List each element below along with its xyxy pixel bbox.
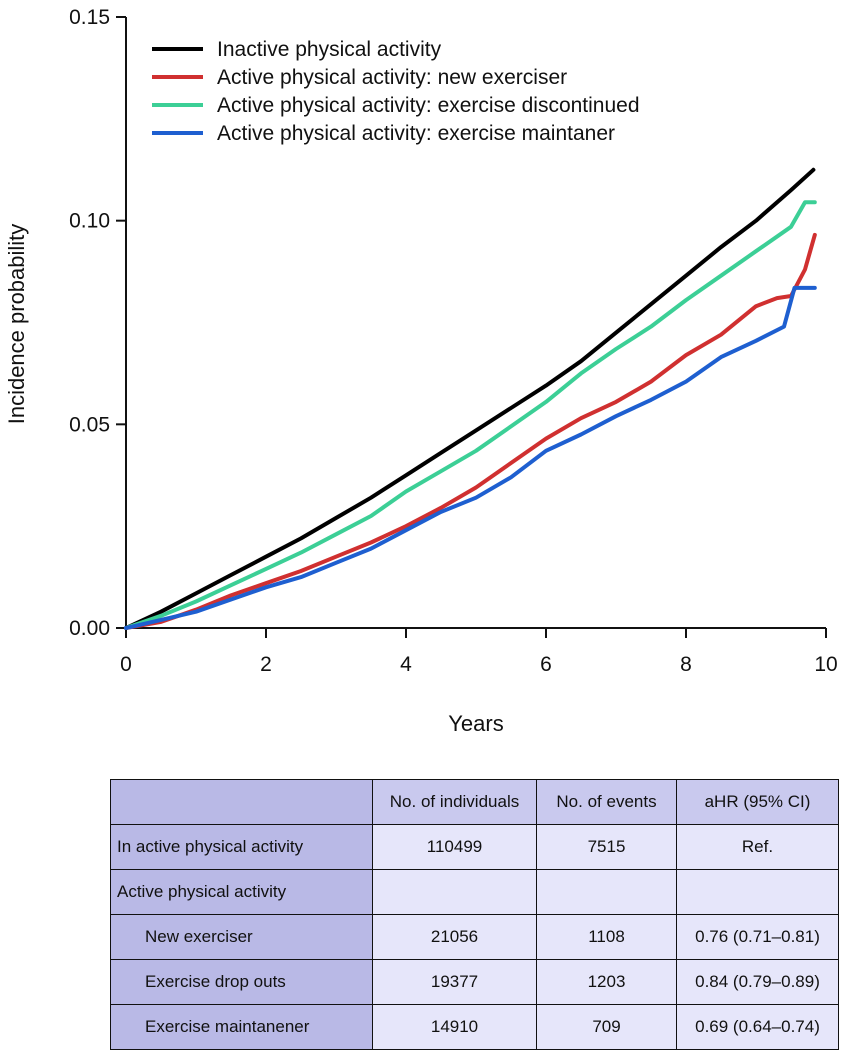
individuals-cell: 14910 <box>372 1004 537 1050</box>
ahr-cell <box>676 869 839 915</box>
individuals-cell: 110499 <box>372 824 537 870</box>
table-row: Exercise maintanener 14910 709 0.69 (0.6… <box>110 1004 839 1050</box>
y-tick-label: 0.00 <box>69 617 110 640</box>
table-row: Exercise drop outs 19377 1203 0.84 (0.79… <box>110 959 839 1005</box>
table-row: New exerciser 21056 1108 0.76 (0.71–0.81… <box>110 914 839 960</box>
series-line <box>124 200 817 630</box>
x-tick-label: 4 <box>400 653 412 676</box>
table-header-row: No. of individuals No. of events aHR (95… <box>110 779 839 825</box>
y-tick-label: 0.05 <box>69 413 110 436</box>
legend-label: Active physical activity: new exerciser <box>217 66 567 89</box>
legend: Inactive physical activity Active physica… <box>152 38 640 145</box>
legend-label: Active physical activity: exercise maint… <box>217 122 615 145</box>
table-header-ahr: aHR (95% CI) <box>676 779 839 825</box>
events-cell: 709 <box>536 1004 677 1050</box>
series-line <box>124 232 817 630</box>
x-tick-label: 0 <box>120 653 132 676</box>
series-line <box>124 285 817 630</box>
x-tick-label: 8 <box>680 653 692 676</box>
events-cell: 7515 <box>536 824 677 870</box>
individuals-cell: 19377 <box>372 959 537 1005</box>
series-lines <box>124 167 817 630</box>
row-label: In active physical activity <box>110 824 373 870</box>
table-header-individuals: No. of individuals <box>372 779 537 825</box>
summary-table: No. of individuals No. of events aHR (95… <box>110 779 839 1050</box>
individuals-cell: 21056 <box>372 914 537 960</box>
ahr-cell: Ref. <box>676 824 839 870</box>
axes: 0.00 0.05 0.10 0.15 0 2 4 6 8 10 <box>69 6 838 676</box>
table-header-corner <box>110 779 373 825</box>
events-cell: 1108 <box>536 914 677 960</box>
series-line <box>124 167 816 630</box>
ahr-cell: 0.76 (0.71–0.81) <box>676 914 839 960</box>
x-tick-label: 2 <box>260 653 272 676</box>
y-axis-title: Incidence probability <box>4 224 29 425</box>
legend-label: Active physical activity: exercise disco… <box>217 94 640 117</box>
y-tick-label: 0.10 <box>69 210 110 233</box>
row-label: New exerciser <box>110 914 373 960</box>
events-cell: 1203 <box>536 959 677 1005</box>
table-row: Active physical activity <box>110 869 839 915</box>
incidence-chart: 0.00 0.05 0.10 0.15 0 2 4 6 8 10 Inactive physica… <box>4 6 838 736</box>
row-label: Exercise maintanener <box>110 1004 373 1050</box>
table-header-events: No. of events <box>536 779 677 825</box>
legend-label: Inactive physical activity <box>217 38 442 61</box>
ahr-cell: 0.84 (0.79–0.89) <box>676 959 839 1005</box>
row-label: Exercise drop outs <box>110 959 373 1005</box>
individuals-cell <box>372 869 537 915</box>
y-tick-label: 0.15 <box>69 6 110 29</box>
x-axis-title: Years <box>448 711 503 736</box>
x-tick-label: 6 <box>540 653 552 676</box>
events-cell <box>536 869 677 915</box>
x-tick-label: 10 <box>814 653 837 676</box>
row-label: Active physical activity <box>110 869 373 915</box>
ahr-cell: 0.69 (0.64–0.74) <box>676 1004 839 1050</box>
table-row: In active physical activity 110499 7515 … <box>110 824 839 870</box>
